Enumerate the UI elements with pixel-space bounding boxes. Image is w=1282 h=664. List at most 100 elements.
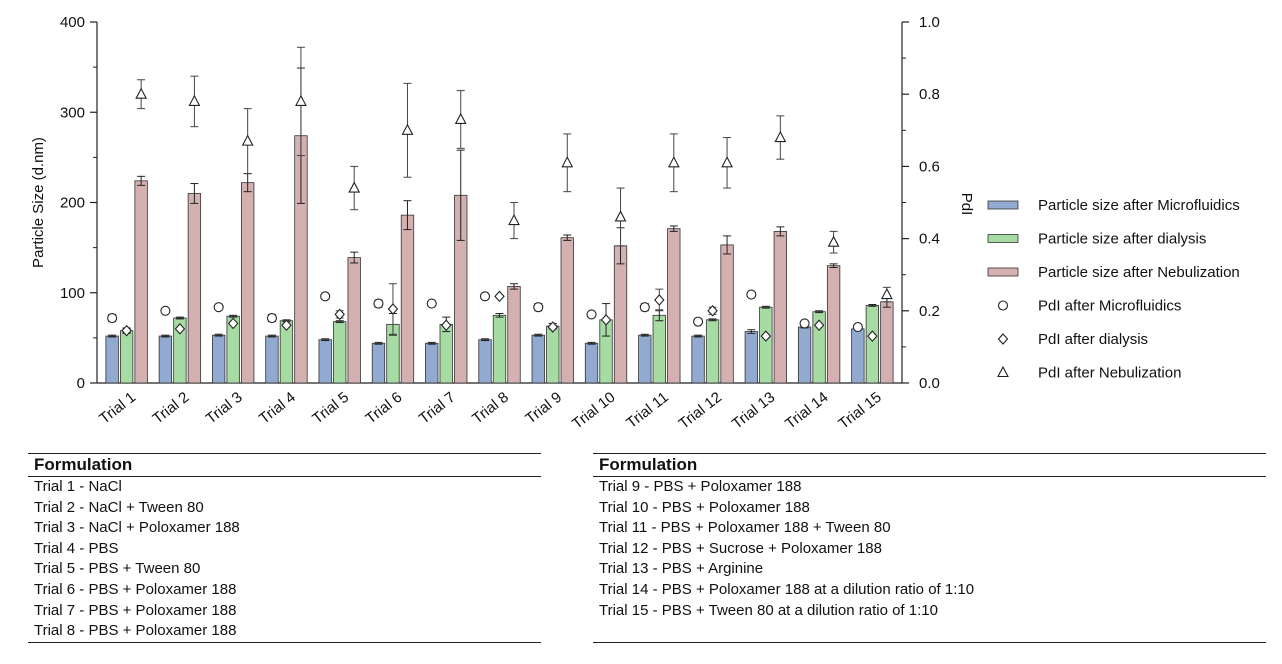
pdi-point-triangle: [135, 87, 148, 99]
legend-label: Particle size after Nebulization: [1038, 264, 1240, 281]
pdi-point-circle: [107, 312, 118, 324]
bar: [705, 319, 720, 384]
formulation-table-right: Formulation Trial 9 - PBS + Poloxamer 18…: [593, 453, 1266, 643]
pdi-point-diamond: [654, 294, 665, 306]
bar: [691, 335, 705, 384]
table-header: Formulation: [593, 453, 1266, 477]
legend-label: Particle size after dialysis: [1038, 231, 1206, 248]
pdi-point-triangle: [348, 181, 361, 193]
bar: [187, 193, 202, 384]
pdi-point-triangle: [241, 134, 254, 146]
pdi-point-circle: [997, 300, 1009, 311]
bar: [797, 326, 812, 384]
y-tick-label-left: 400: [60, 14, 85, 31]
bar: [851, 328, 865, 384]
bar: [371, 342, 386, 384]
bar: [478, 339, 492, 384]
x-tick-label: Trial 4: [256, 389, 299, 428]
x-tick-label: Trial 13: [729, 389, 778, 433]
pdi-point-diamond: [547, 321, 559, 333]
x-tick-label: Trial 15: [835, 389, 884, 433]
bar: [744, 331, 758, 384]
x-tick-label: Trial 3: [203, 389, 246, 428]
x-tick-label: Trial 10: [569, 389, 618, 433]
x-tick-label: Trial 11: [623, 389, 672, 432]
x-tick-label: Trial 5: [309, 389, 352, 428]
table-row: Trial 5 - PBS + Tween 80: [34, 560, 201, 578]
bar: [546, 325, 560, 384]
pdi-point-triangle: [774, 130, 787, 143]
y-axis-title-left: Particle Size (d.nm): [30, 137, 47, 268]
legend-label: PdI after Nebulization: [1038, 365, 1181, 382]
pdi-point-circle: [373, 298, 384, 309]
pdi-point-circle: [266, 312, 277, 324]
y-tick-label-left: 0: [77, 375, 85, 392]
y-tick-label-right: 0.6: [919, 158, 940, 175]
formulation-table-left: Formulation Trial 1 - NaCl Trial 2 - NaC…: [28, 453, 541, 643]
pdi-point-circle: [533, 302, 544, 313]
pdi-point-triangle: [614, 210, 627, 222]
pdi-point-diamond: [600, 314, 612, 326]
pdi-point-circle: [213, 302, 224, 313]
pdi-point-circle: [746, 289, 757, 300]
table-row: Trial 3 - NaCl + Poloxamer 188: [34, 519, 240, 537]
bar: [773, 230, 787, 384]
x-tick-label: Trial 14: [782, 389, 831, 433]
y-tick-label-right: 0.2: [919, 303, 940, 320]
bar: [241, 182, 255, 384]
pdi-point-triangle: [295, 94, 307, 106]
legend-label: PdI after Microfluidics: [1038, 298, 1181, 315]
table-row: Trial 7 - PBS + Poloxamer 188: [34, 601, 237, 619]
bar: [865, 304, 880, 384]
pdi-point-diamond: [867, 330, 878, 342]
y-tick-label-right: 1.0: [919, 14, 940, 31]
bar: [134, 180, 148, 384]
pdi-point-diamond: [121, 324, 132, 337]
legend-swatch: [987, 200, 1019, 210]
pdi-point-circle: [852, 321, 863, 333]
pdi-point-circle: [799, 318, 810, 329]
bar: [318, 339, 332, 384]
combo-chart: 0 100 200 300 400 0.0 0.2 0.4 0.6 0.8 1.0 Particle …: [30, 14, 1240, 433]
bar: [638, 334, 652, 384]
table-row: Trial 13 - PBS + Arginine: [599, 560, 764, 578]
bar: [400, 214, 415, 384]
x-tick-label: Trial 7: [416, 389, 459, 428]
x-tick-label: Trial 1: [96, 389, 139, 428]
table-row: Trial 1 - NaCl: [34, 478, 122, 495]
x-tick-label: Trial 9: [522, 389, 565, 428]
bar: [119, 330, 134, 384]
pdi-point-triangle: [721, 156, 733, 168]
table-row: Trial 8 - PBS + Poloxamer 188: [34, 622, 237, 640]
table-row: Trial 15 - PBS + Tween 80 at a dilution …: [599, 601, 938, 619]
y-tick-label-right: 0.0: [919, 375, 940, 392]
bar: [613, 245, 628, 384]
table-row: Trial 6 - PBS + Poloxamer 188: [34, 580, 237, 598]
bar: [759, 306, 773, 384]
bar: [826, 265, 841, 384]
bar: [667, 228, 681, 384]
pdi-point-circle: [426, 298, 437, 309]
pdi-point-circle: [320, 291, 331, 302]
x-tick-label: Trial 2: [149, 389, 192, 428]
bar: [880, 301, 894, 384]
pdi-point-diamond: [334, 308, 345, 321]
y-tick-label-right: 0.4: [919, 231, 940, 248]
pdi-point-circle: [639, 302, 650, 313]
pdi-point-triangle: [454, 112, 467, 125]
bar: [105, 335, 119, 384]
bar: [439, 323, 453, 384]
bar: [531, 334, 545, 384]
bar: [265, 335, 279, 384]
y-tick-label-left: 300: [60, 104, 85, 121]
table-row: Trial 11 - PBS + Poloxamer 188 + Tween 8…: [599, 519, 891, 537]
pdi-point-triangle: [827, 235, 840, 247]
bar: [425, 342, 439, 384]
pdi-point-triangle: [997, 365, 1009, 378]
bar: [720, 244, 734, 384]
x-tick-label: Trial 6: [363, 389, 406, 428]
pdi-point-triangle: [508, 213, 520, 226]
pdi-point-diamond: [387, 303, 399, 315]
pdi-point-diamond: [227, 317, 239, 330]
pdi-point-circle: [160, 305, 171, 316]
